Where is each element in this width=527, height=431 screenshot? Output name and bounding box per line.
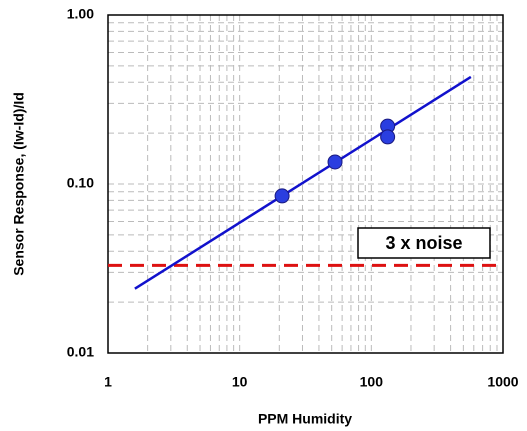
y-axis-title: Sensor Response, (Iw-Id)/Id <box>11 92 27 276</box>
data-point <box>327 154 343 170</box>
data-point <box>380 129 396 145</box>
x-axis-title: PPM Humidity <box>258 411 352 427</box>
x-tick-label: 1 <box>104 374 112 390</box>
data-point <box>274 188 290 204</box>
annotation-box <box>357 227 491 259</box>
fit-line <box>134 75 472 290</box>
y-tick-label: 0.10 <box>67 175 94 191</box>
y-tick-label: 1.00 <box>67 6 94 22</box>
x-tick-label: 100 <box>360 374 384 390</box>
y-tick-label: 0.01 <box>67 344 94 360</box>
plot-frame <box>107 14 504 354</box>
x-tick-label: 10 <box>232 374 248 390</box>
x-tick-label: 1000 <box>487 374 518 390</box>
annotation: 3 x noise <box>385 233 462 253</box>
